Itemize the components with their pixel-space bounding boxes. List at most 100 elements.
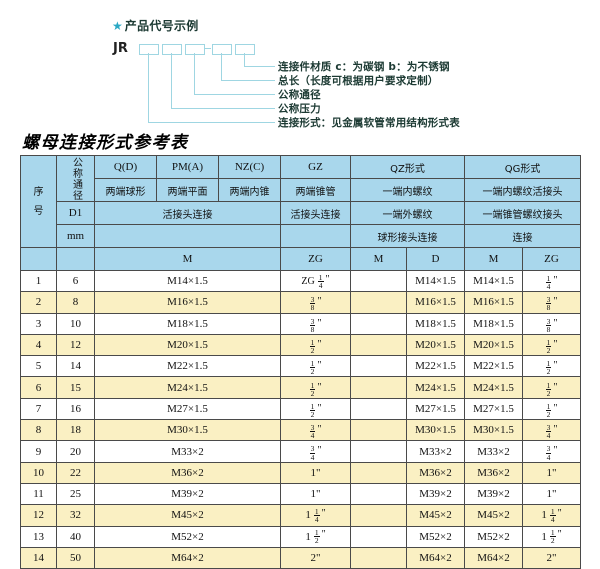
cell-seq: 5 <box>20 355 57 378</box>
header-conn2-qz: 球形接头连接 <box>349 224 466 248</box>
cell-qg-m: M24×1.5 <box>464 376 524 399</box>
cell-qg-zg: 1 2 " <box>522 397 582 421</box>
cell-qz-d: M33×2 <box>405 440 466 463</box>
header-group-qz: QZ形式 <box>349 155 466 179</box>
header-row-connection2: mm 球形接头连接 连接 <box>21 224 582 248</box>
table-row: 14 50 M64×2 2" M64×2 M64×2 2" <box>20 546 582 569</box>
cell-qg-m: M45×2 <box>464 504 524 527</box>
cell-thread-m: M18×1.5 <box>94 312 281 335</box>
cell-qz-d: M30×1.5 <box>405 419 466 442</box>
leader-pressure-vertical <box>171 53 172 108</box>
table-row: 7 16 M27×1.5 1 2 " M27×1.5 M27×1.5 1 2 " <box>20 397 582 421</box>
cell-gz: 1 2 " <box>280 333 351 357</box>
cell-thread-m: M33×2 <box>94 440 281 463</box>
leader-connform-horizontal <box>148 122 275 123</box>
header-unit-qz-d: D <box>405 247 466 271</box>
cell-thread-m: M30×1.5 <box>94 419 281 442</box>
diagram-heading-label: 产品代号示例 <box>124 19 199 33</box>
header-bore-mm: mm <box>56 224 95 248</box>
header-conn2-qpmnz <box>94 224 281 248</box>
cell-qg-zg: 3 4 " <box>522 419 582 442</box>
header-bore: 公称通径 <box>56 155 95 202</box>
cell-qg-m: M36×2 <box>464 461 524 484</box>
header-seq-line1: 序 <box>33 186 44 198</box>
table-row: 12 32 M45×2 1 1 4 " M45×2 M45×2 1 1 4 " <box>20 504 582 527</box>
cell-gz: 3 4 " <box>280 419 351 442</box>
cell-seq: 6 <box>20 376 57 399</box>
cell-qg-m: M30×1.5 <box>464 419 524 442</box>
cell-qz-m <box>350 461 407 484</box>
header-conn2-gz <box>280 224 351 248</box>
header-group-gz: GZ <box>280 155 351 179</box>
table-row: 9 20 M33×2 3 4 " M33×2 M33×2 3 4 " <box>20 440 582 463</box>
cell-thread-m: M52×2 <box>94 525 281 548</box>
header-unit-qg-m: M <box>464 247 524 271</box>
cell-qz-m <box>350 504 407 527</box>
cell-qg-m: M52×2 <box>464 525 524 548</box>
cell-gz: 1" <box>280 461 351 484</box>
leader-bore-vertical <box>194 53 195 94</box>
cell-qg-zg: 1 1 4 " <box>522 504 582 527</box>
code-box-1 <box>139 44 159 55</box>
callout-length: 总长（长度可根据用户要求定制） <box>278 75 439 87</box>
cell-qg-zg: 3 4 " <box>522 440 582 463</box>
cell-qz-m <box>350 397 407 421</box>
cell-thread-m: M36×2 <box>94 461 281 484</box>
cell-bore: 40 <box>56 525 95 548</box>
cell-qz-m <box>350 312 407 335</box>
header-unit-qg-zg: ZG <box>522 247 582 271</box>
header-desc-qd: 两端球形 <box>94 178 157 202</box>
cell-gz: 1 2 " <box>280 397 351 421</box>
header-group-pma: PM(A) <box>156 155 219 179</box>
cell-qz-d: M45×2 <box>405 504 466 527</box>
leader-material-vertical <box>244 53 245 66</box>
callout-pressure: 公称压力 <box>278 103 321 115</box>
cell-bore: 18 <box>56 419 95 442</box>
header-row-units: M ZG M D M ZG <box>20 247 582 271</box>
cell-gz: 1" <box>280 482 351 506</box>
cell-gz: 3 8 " <box>280 291 351 314</box>
header-group-nzc: NZ(C) <box>218 155 281 179</box>
header-conn-qpmnz: 活接头连接 <box>94 201 281 225</box>
cell-qz-m <box>350 419 407 442</box>
cell-qz-m <box>350 525 407 548</box>
cell-bore: 10 <box>56 312 95 335</box>
header-desc-gz: 两端锥管 <box>280 178 351 202</box>
cell-qz-m <box>350 333 407 357</box>
callout-bore: 公称通径 <box>278 89 321 101</box>
cell-qz-m <box>350 482 407 506</box>
cell-thread-m: M16×1.5 <box>94 291 281 314</box>
cell-thread-m: M14×1.5 <box>94 269 281 293</box>
header-row-connection: D1 活接头连接 活接头连接 一端外螺纹 一端锥管螺纹接头 <box>21 201 582 225</box>
header-unit-gz: ZG <box>280 247 351 271</box>
cell-qz-d: M18×1.5 <box>405 312 466 335</box>
cell-bore: 50 <box>56 546 95 569</box>
cell-qg-zg: 1 2 " <box>522 355 582 378</box>
leader-connform-vertical <box>148 53 149 122</box>
cell-bore: 6 <box>56 269 95 293</box>
header-seq: 序 号 <box>20 155 57 248</box>
cell-qz-m <box>350 546 407 569</box>
cell-qz-d: M16×1.5 <box>405 291 466 314</box>
cell-bore: 32 <box>56 504 95 527</box>
cell-gz: 3 8 " <box>280 312 351 335</box>
cell-qz-d: M39×2 <box>405 482 466 506</box>
leader-length-vertical <box>221 53 222 80</box>
page-title: 螺母连接形式参考表 <box>22 133 189 153</box>
cell-bore: 14 <box>56 355 95 378</box>
cell-qg-zg: 1 2 " <box>522 333 582 357</box>
cell-qz-d: M20×1.5 <box>405 333 466 357</box>
diagram-heading: ★ 产品代号示例 <box>112 17 199 34</box>
cell-seq: 8 <box>20 419 57 442</box>
callout-conn-form: 连接形式：见金属软管常用结构形式表 <box>278 117 460 129</box>
code-prefix-label: JR <box>113 41 128 56</box>
cell-qg-m: M16×1.5 <box>464 291 524 314</box>
cell-qz-d: M36×2 <box>405 461 466 484</box>
header-desc-nzc: 两端内锥 <box>218 178 281 202</box>
header-conn-qg: 一端锥管螺纹接头 <box>464 201 582 225</box>
cell-qg-zg: 3 8 " <box>522 291 582 314</box>
callout-material: 连接件材质 c：为碳钢 b：为不锈钢 <box>278 61 450 73</box>
table-row: 1 6 M14×1.5 ZG 1 4 " M14×1.5 M14×1.5 1 4 " <box>20 269 582 293</box>
cell-bore: 15 <box>56 376 95 399</box>
cell-qg-m: M18×1.5 <box>464 312 524 335</box>
